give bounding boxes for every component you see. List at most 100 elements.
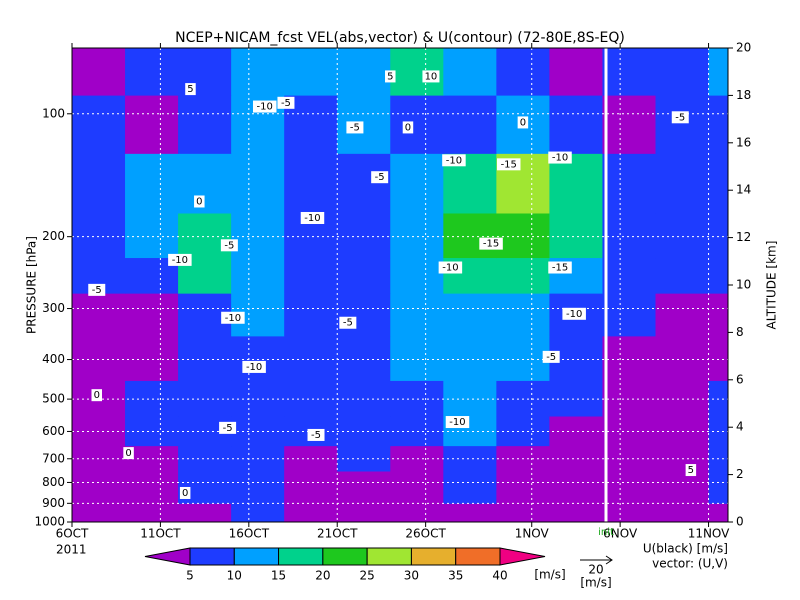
contour-label-box (242, 360, 266, 373)
y2-tick-label: 20 (736, 41, 751, 55)
field-cell (390, 257, 444, 294)
contour-label: -15 (501, 159, 517, 170)
field-cell (125, 503, 179, 523)
contour-label-box (542, 350, 560, 363)
field-cell (390, 503, 444, 523)
contour-label-box (168, 253, 192, 266)
field-cell (390, 380, 444, 417)
field-cell (178, 95, 232, 154)
field-cell (284, 380, 338, 417)
field-cell (337, 470, 391, 504)
field-cell (337, 212, 391, 259)
y-tick-label: 100 (42, 106, 65, 120)
x-tick-label: 1NOV (515, 527, 550, 541)
colorbar-label: 15 (271, 569, 286, 583)
contour-label: -5 (375, 172, 385, 183)
contour-label: 5 (187, 84, 193, 95)
contour-label-box (517, 116, 529, 129)
contour-label: -15 (483, 239, 499, 250)
field-cell (231, 153, 285, 214)
field-cell (72, 335, 126, 381)
y-tick-label: 1000 (34, 515, 65, 529)
contour-label-box (307, 428, 325, 441)
field-cell (708, 293, 729, 337)
colorbar-box (278, 547, 324, 566)
colorbar-box (189, 547, 235, 566)
contour-label-box (548, 151, 572, 164)
contour-label-box (91, 389, 103, 402)
field-cell (443, 95, 497, 154)
field-cell (72, 48, 126, 96)
field-cell (549, 95, 603, 154)
contour-label: 0 (196, 196, 202, 207)
contour-label-box (346, 121, 364, 134)
field-cell (655, 153, 710, 214)
x-tick-label: 11NOV (688, 527, 730, 541)
field-cell (708, 153, 729, 214)
field-cell (390, 95, 444, 154)
field-cell (337, 380, 391, 417)
y2-tick-label: 6 (736, 372, 744, 386)
colorbar-label: 35 (448, 569, 463, 583)
contour-label: 0 (94, 390, 100, 401)
field-cell (178, 503, 232, 523)
field-cell (496, 257, 550, 294)
y2-tick-label: 18 (736, 88, 751, 102)
y-axis-label: PRESSURE [hPa] (25, 236, 39, 334)
field-cell (602, 212, 657, 259)
field-cell (602, 48, 657, 96)
x-tick-label: 6OCT (56, 527, 89, 541)
field-cell (72, 212, 126, 259)
field-cell (708, 257, 729, 294)
field-cell (496, 335, 550, 381)
colorbar-label: 5 (186, 569, 194, 583)
field-cell (284, 503, 338, 523)
field-cell (708, 503, 729, 523)
field-cell (125, 212, 179, 259)
contour-label-box (562, 307, 586, 320)
field-cell (337, 335, 391, 381)
field-cell (390, 293, 444, 337)
contour-label: 0 (405, 122, 411, 133)
contour-label: -5 (92, 285, 102, 296)
y2-tick-label: 8 (736, 325, 744, 339)
field-cell (284, 257, 338, 294)
y2-tick-label: 2 (736, 467, 744, 481)
contour-label-box (445, 416, 470, 429)
chart-title: NCEP+NICAM_fcst VEL(abs,vector) & U(cont… (175, 30, 625, 46)
field-cell (496, 380, 550, 417)
field-cell (337, 293, 391, 337)
field-cell (708, 48, 729, 96)
contour-label: 0 (520, 117, 526, 128)
field-cell (602, 503, 657, 523)
field-cell (708, 380, 729, 417)
field-cell (549, 48, 603, 96)
colorbar-box (410, 547, 457, 566)
contour-label: -5 (224, 240, 234, 251)
y-tick-label: 600 (42, 424, 65, 438)
field-cell (496, 48, 550, 96)
vector-key-value: 20 (588, 563, 603, 577)
field-cell (390, 153, 444, 214)
field-cell (231, 48, 285, 96)
field-cell (549, 503, 603, 523)
contour-note: U(black) [m/s] (643, 542, 728, 556)
field-cell (231, 380, 285, 417)
contour-label-box (479, 237, 503, 250)
contour-label: -10 (257, 102, 273, 113)
contour-label-box (496, 158, 521, 171)
contour-label-box (300, 211, 325, 224)
field-cell (337, 416, 391, 447)
y-tick-label: 900 (42, 496, 65, 510)
field-cell (284, 153, 338, 214)
field-cell (125, 335, 179, 381)
field-cell (655, 380, 710, 417)
year-label: 2011 (56, 543, 87, 557)
colorbar-label: 10 (227, 569, 242, 583)
contour-label-box (88, 283, 106, 296)
contour-label-box (671, 111, 689, 124)
colorbar-label: 25 (360, 569, 375, 583)
contour-label: -5 (343, 318, 353, 329)
contour-label: -10 (225, 313, 241, 324)
